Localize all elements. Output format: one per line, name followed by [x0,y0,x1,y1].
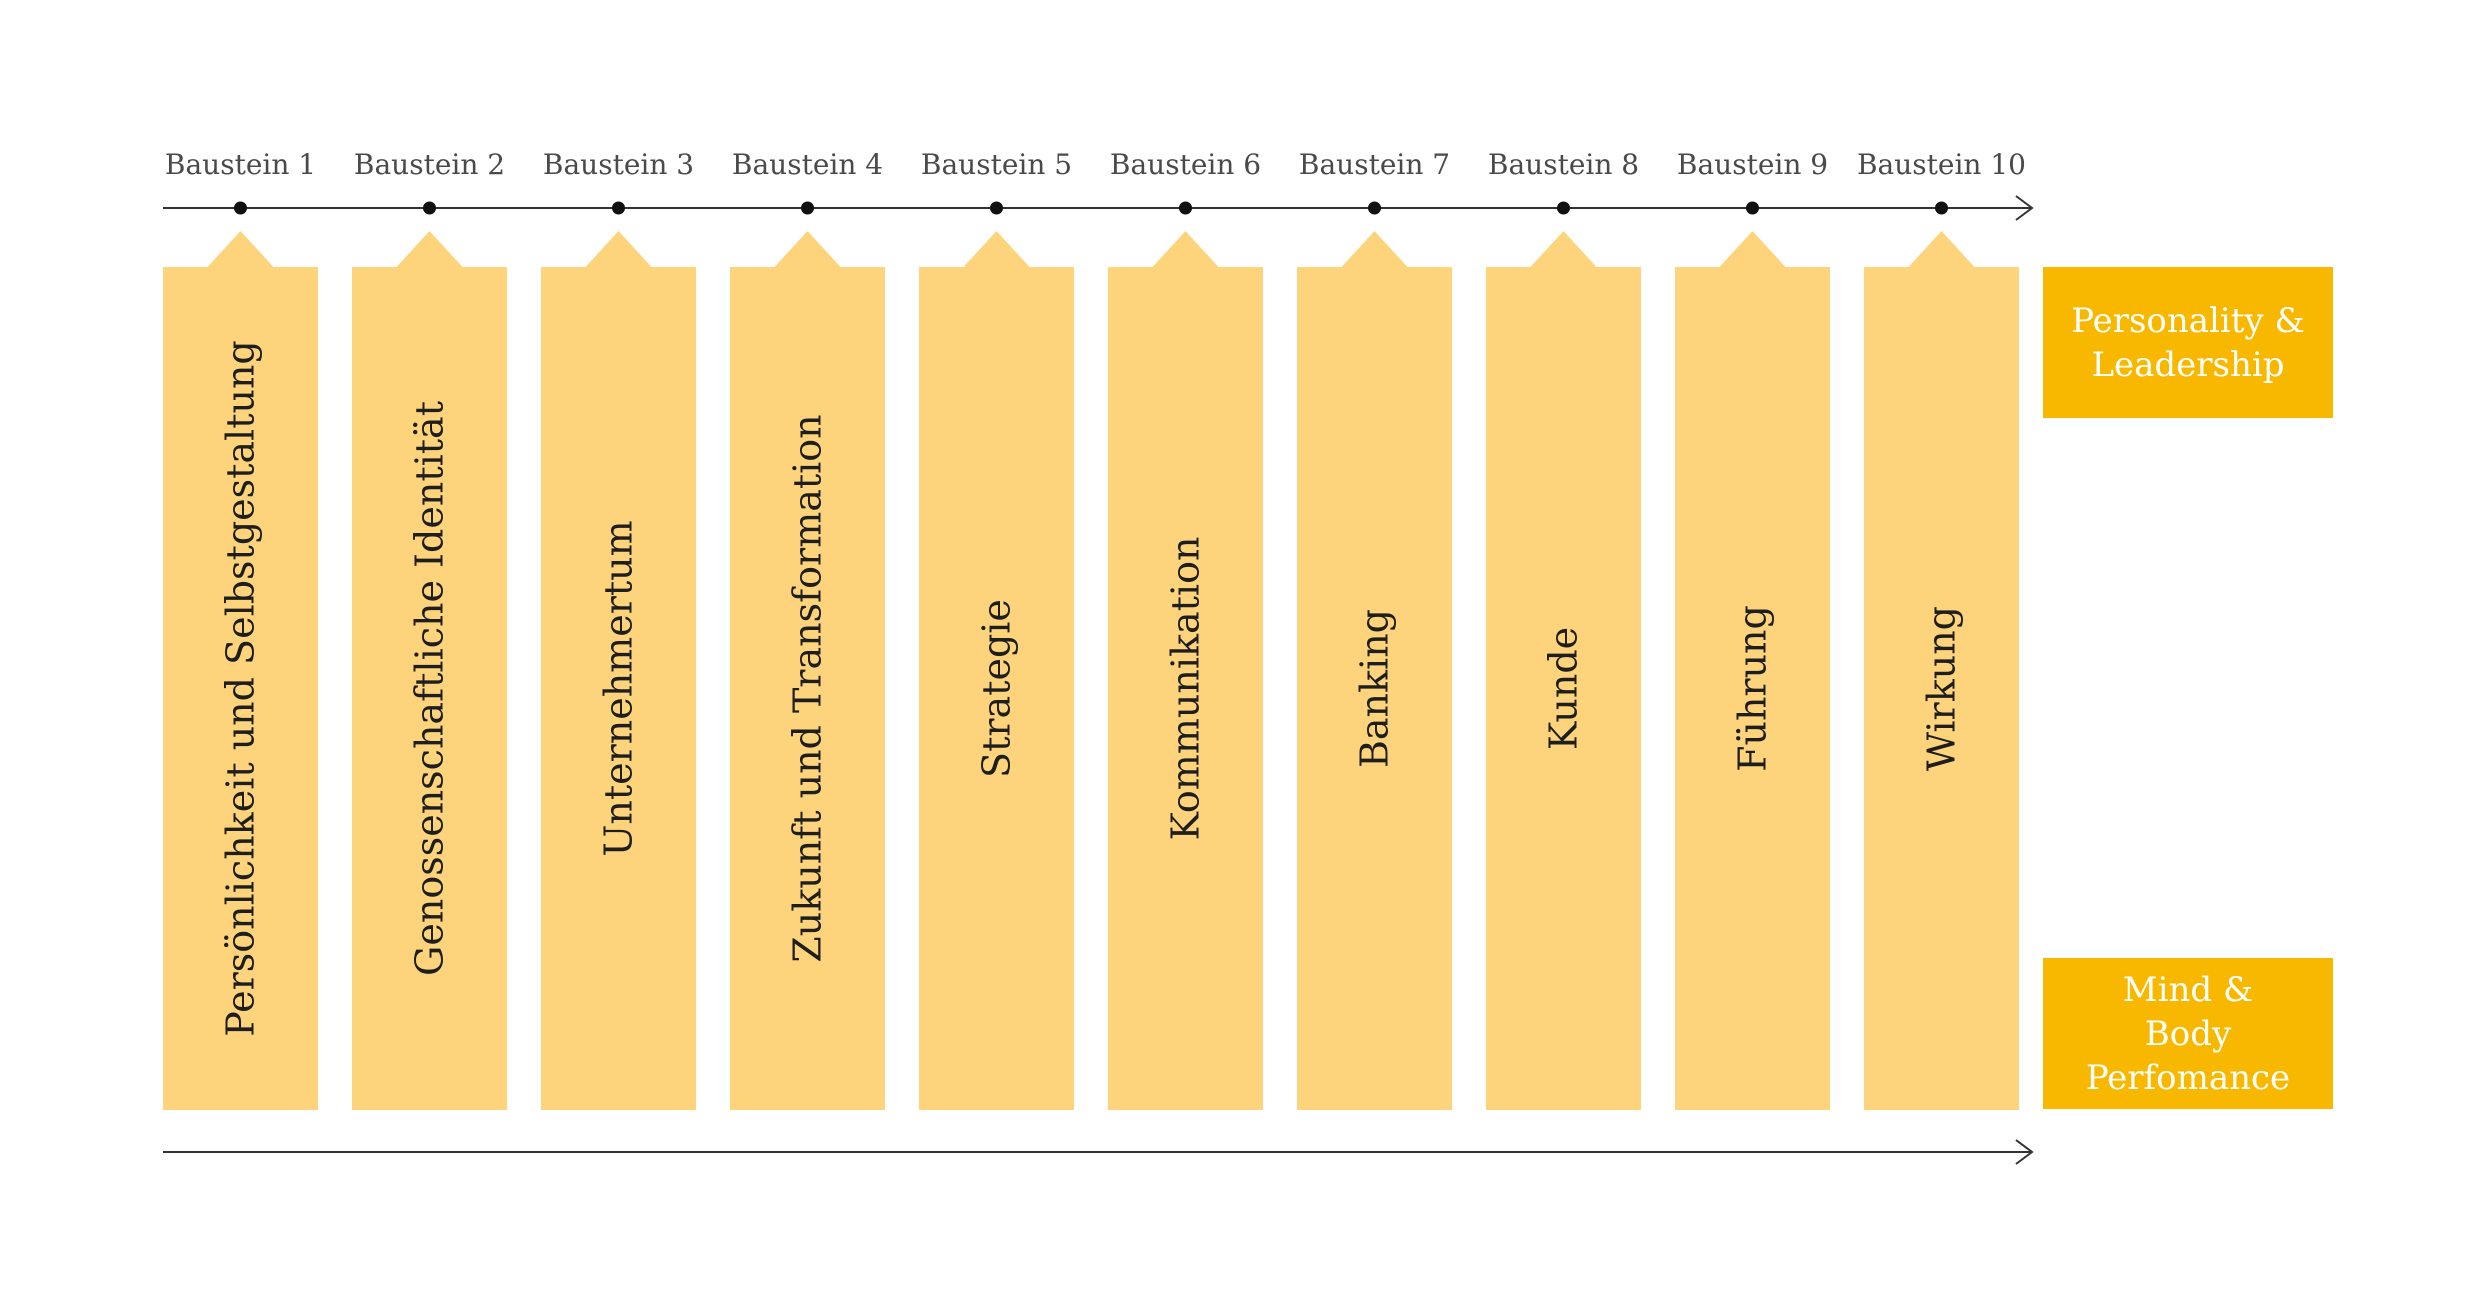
module-column [1297,231,1452,1110]
step-label: Baustein 5 [921,148,1072,181]
module-title: Führung [1731,605,1775,772]
bottom-axis-arrowhead [2015,1139,2034,1165]
module-title: Unternehmertum [597,520,641,856]
step-label: Baustein 6 [1110,148,1261,181]
step-label: Baustein 7 [1299,148,1450,181]
timeline-dot [1557,201,1570,215]
step-label: Baustein 10 [1857,148,2026,181]
timeline-dot [612,201,625,215]
step-label: Baustein 3 [543,148,694,181]
module-title: Kommunikation [1164,537,1208,841]
timeline-dot [234,201,247,215]
module-column [1675,231,1830,1110]
module-title: Persönlichkeit und Selbstgestaltung [219,340,263,1037]
module-column [730,231,885,1110]
module-column [163,231,318,1110]
timeline-dot [1935,201,1948,215]
step-label: Baustein 1 [165,148,316,181]
step-label: Baustein 9 [1677,148,1828,181]
timeline-dot [1179,201,1192,215]
step-label: Baustein 4 [732,148,883,181]
module-title: Zukunft und Transformation [786,414,830,962]
timeline-dot [801,201,814,215]
module-column [352,231,507,1110]
module-columns: Persönlichkeit und Selbstgestaltung Genos… [163,231,2019,1110]
module-title: Banking [1353,609,1397,768]
step-label: Baustein 8 [1488,148,1639,181]
module-column [541,231,696,1110]
timeline-dot [1746,201,1759,215]
module-title: Strategie [975,599,1019,778]
timeline-axis: Baustein 1 Baustein 2 Baustein 3 Baustein 4… [163,148,2034,221]
mind-body-performance-box: Mind & Body Perfomance [2043,958,2333,1109]
timeline-dot [990,201,1003,215]
timeline-dot [423,201,436,215]
personality-leadership-box: Personality & Leadership [2043,267,2333,418]
step-label: Baustein 2 [354,148,505,181]
module-title: Wirkung [1920,606,1964,771]
module-column [919,231,1074,1110]
module-title: Genossenschaftliche Identität [408,401,452,976]
module-column [1108,231,1263,1110]
module-title: Kunde [1542,627,1586,750]
timeline-arrowhead [2015,195,2034,221]
module-column [1864,231,2019,1110]
bottom-arrow-axis [163,1139,2034,1165]
module-column [1486,231,1641,1110]
timeline-dot [1368,201,1381,215]
